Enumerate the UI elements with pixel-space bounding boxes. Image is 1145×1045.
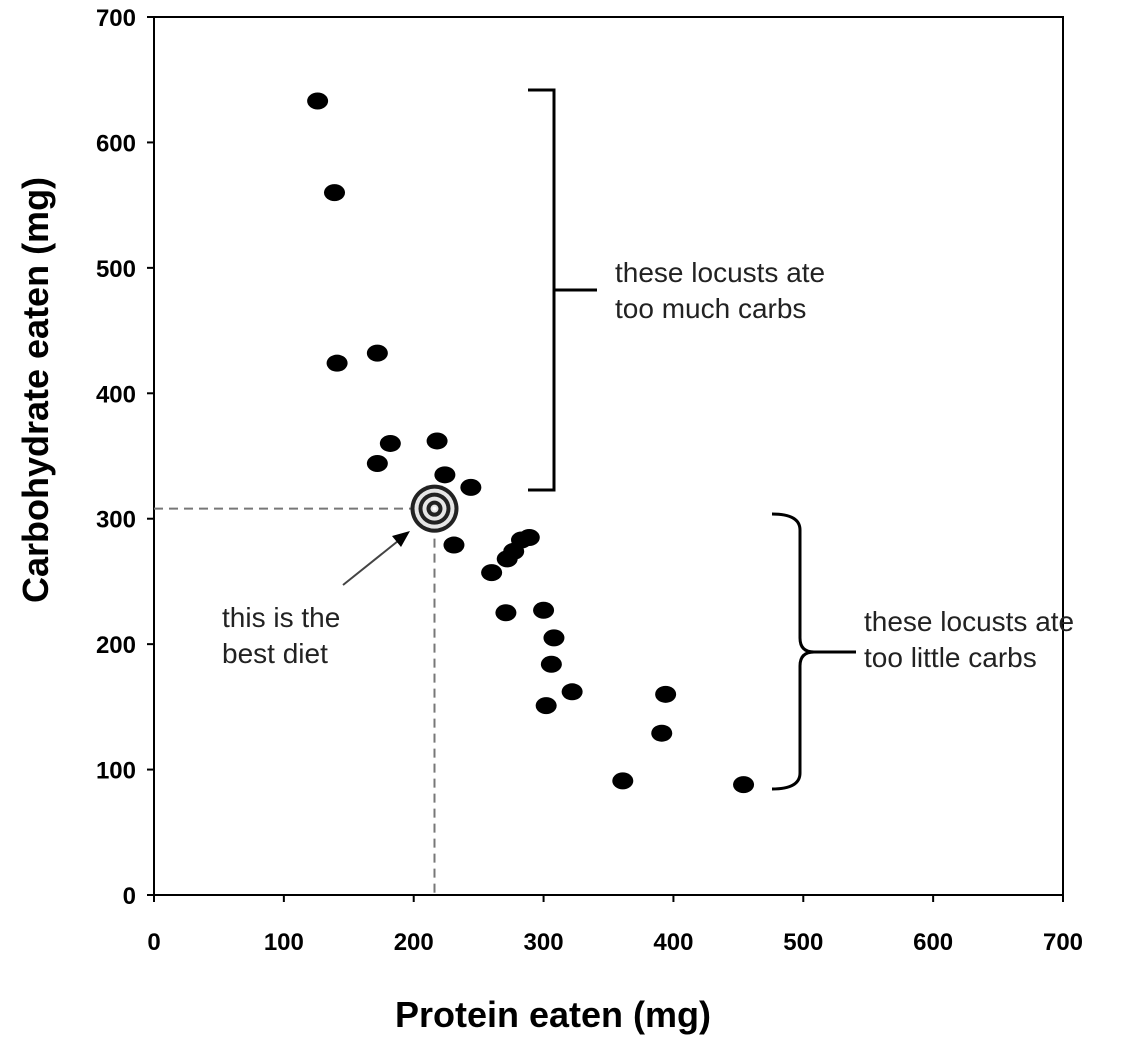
y-tick-label: 300 (96, 507, 136, 534)
data-point (612, 772, 634, 790)
y-axis-title: Carbohydrate eaten (mg) (15, 177, 56, 603)
optimum-target-marker (410, 484, 459, 533)
too-little-carbs-label-line: too little carbs (864, 642, 1037, 673)
x-tick-label: 100 (264, 929, 304, 956)
x-tick-label: 200 (394, 929, 434, 956)
data-point (460, 478, 482, 496)
axes: 0 100 200 300 400 500 600 700 0 100 200 300 400 500 60… (96, 5, 1083, 956)
y-tick-label: 200 (96, 632, 136, 659)
too-little-carbs-brace (771, 512, 856, 791)
y-tick-label: 600 (96, 130, 136, 157)
too-much-carbs-label-line: these locusts ate (615, 257, 825, 288)
data-point (481, 564, 503, 582)
y-tick-label: 700 (96, 5, 136, 32)
data-point (543, 629, 565, 647)
best-diet-arrow-head (392, 531, 410, 547)
plot-frame (153, 16, 1064, 896)
y-tick-label: 100 (96, 758, 136, 785)
optimum-guides (154, 507, 436, 895)
y-tick-label: 500 (96, 256, 136, 283)
x-tick-label: 700 (1043, 929, 1083, 956)
y-tick-label: 0 (123, 883, 136, 910)
axis-titles: Protein eaten (mg) Carbohydrate eaten (m… (15, 177, 711, 1035)
too-little-carbs-label: these locusts ate too little carbs (864, 606, 1074, 673)
data-point (540, 655, 562, 673)
too-much-carbs-label-line: too much carbs (615, 293, 806, 324)
x-tick-label: 500 (783, 929, 823, 956)
x-axis-title: Protein eaten (mg) (395, 994, 711, 1035)
data-point (651, 724, 673, 742)
data-point (535, 697, 557, 715)
x-tick-label: 0 (147, 929, 160, 956)
data-point (518, 529, 540, 547)
best-diet-arrow-line (342, 540, 399, 586)
data-point (426, 432, 448, 450)
data-point (366, 455, 388, 473)
too-much-carbs-bracket (528, 88, 597, 492)
x-tick-label: 400 (653, 929, 693, 956)
best-diet-label-line: this is the (222, 602, 340, 633)
data-point (379, 434, 401, 452)
data-point (495, 604, 517, 622)
too-much-carbs-label: these locusts ate too much carbs (615, 257, 825, 324)
data-point (561, 683, 583, 701)
data-point (533, 601, 555, 619)
data-point (443, 536, 465, 554)
data-point (324, 184, 346, 202)
data-point (655, 685, 677, 703)
data-point (307, 92, 329, 110)
too-little-carbs-label-line: these locusts ate (864, 606, 1074, 637)
data-point (326, 354, 348, 372)
y-tick-label: 400 (96, 381, 136, 408)
data-point (434, 466, 456, 484)
x-tick-label: 600 (913, 929, 953, 956)
x-tick-label: 300 (524, 929, 564, 956)
data-point (366, 344, 388, 362)
best-diet-label: this is the best diet (222, 602, 340, 669)
best-diet-label-line: best diet (222, 638, 328, 669)
target-center (432, 506, 437, 511)
data-point (733, 776, 755, 794)
data-points (307, 92, 755, 794)
